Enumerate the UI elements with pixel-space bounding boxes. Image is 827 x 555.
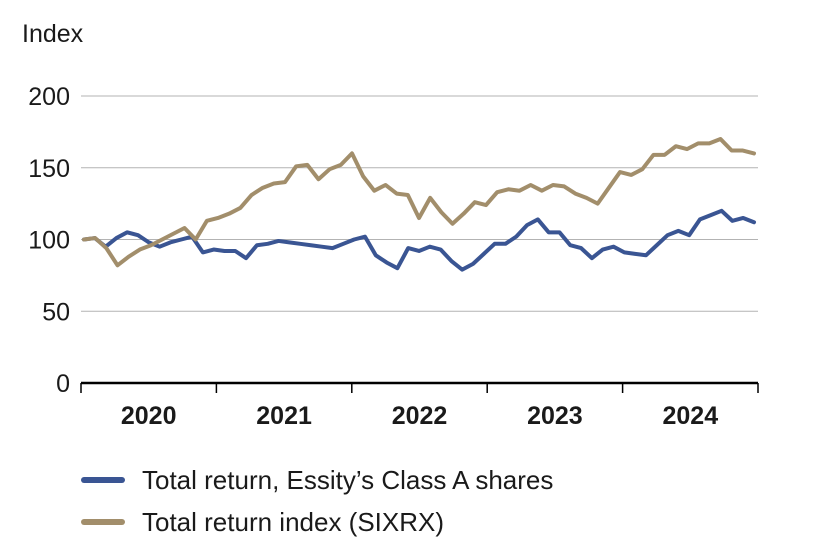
x-tick-label: 2024 <box>662 402 718 430</box>
gridlines <box>81 95 758 312</box>
x-tick-label: 2023 <box>527 402 583 430</box>
y-tick-label: 200 <box>28 83 70 111</box>
y-tick-label: 100 <box>28 227 70 255</box>
y-axis-title: Index <box>22 20 84 48</box>
series-line-1 <box>82 208 756 272</box>
y-tick-label: 0 <box>56 370 70 398</box>
x-axis: 2020 2021 2022 2023 2024 <box>80 381 759 430</box>
x-tick-label: 2022 <box>392 402 448 430</box>
y-axis-ticks: 0 50 100 150 200 <box>28 83 70 398</box>
x-tick-label: 2020 <box>121 402 177 430</box>
x-tick-label: 2021 <box>256 402 312 430</box>
legend-label: Total return index (SIXRX) <box>142 507 444 537</box>
y-tick-label: 150 <box>28 155 70 183</box>
series-line-2 <box>82 137 756 268</box>
y-tick-label: 50 <box>42 298 70 326</box>
legend-label: Total return, Essity’s Class A shares <box>142 465 553 495</box>
legend: Total return, Essity’s Class A shares Tot… <box>81 465 553 537</box>
series-lines <box>82 137 756 272</box>
